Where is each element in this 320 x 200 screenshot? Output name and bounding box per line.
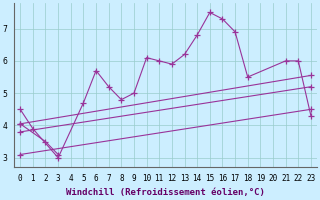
X-axis label: Windchill (Refroidissement éolien,°C): Windchill (Refroidissement éolien,°C) [66, 188, 265, 197]
